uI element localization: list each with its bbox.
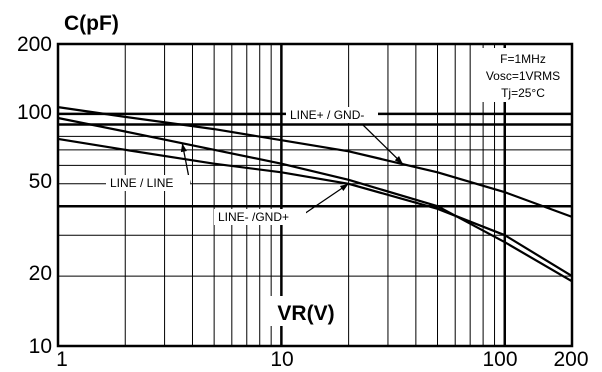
annotation-line-minus-gnd-plus: LINE- /GND+ — [218, 210, 289, 224]
condition-tj: Tj=25°C — [501, 86, 545, 100]
annotation-bg-1 — [106, 175, 190, 191]
annotation-line-plus-gnd-minus: LINE+ / GND- — [290, 108, 364, 122]
series-line-2 — [57, 116, 573, 283]
x-axis-title: VR(V) — [277, 302, 334, 325]
y-tick-label-100: 100 — [17, 101, 52, 124]
annotation-bg-0 — [286, 107, 378, 123]
annotation-arrow-line-1 — [361, 123, 404, 165]
x-tick-label-10: 10 — [270, 348, 293, 371]
x-tick-label-100: 100 — [482, 348, 517, 371]
y-tick-label-10: 10 — [29, 335, 52, 358]
x-tick-label-1: 1 — [56, 348, 68, 371]
annotation-bg-2 — [214, 209, 306, 225]
condition-frequency: F=1MHz — [500, 52, 546, 66]
y-tick-label-50: 50 — [29, 170, 52, 193]
series-line-1 — [57, 106, 573, 218]
vr-label-bg — [266, 296, 346, 326]
y-tick-label-20: 20 — [29, 262, 52, 285]
x-tick-label-200: 200 — [553, 348, 588, 371]
annotation-arrowhead-1 — [394, 156, 403, 165]
y-axis-title: C(pF) — [64, 12, 119, 35]
condition-box-bg — [480, 48, 566, 102]
annotation-line-line: LINE / LINE — [110, 176, 173, 190]
plot-frame — [56, 42, 574, 348]
annotation-arrowhead-2 — [180, 143, 187, 153]
series-line-3 — [57, 137, 573, 278]
series-layer — [57, 106, 573, 283]
condition-vosc: Vosc=1VRMS — [486, 69, 560, 83]
y-tick-label-200: 200 — [17, 33, 52, 56]
annotation-arrowhead-3 — [339, 183, 349, 192]
annotation-arrow-line-3 — [303, 183, 349, 215]
